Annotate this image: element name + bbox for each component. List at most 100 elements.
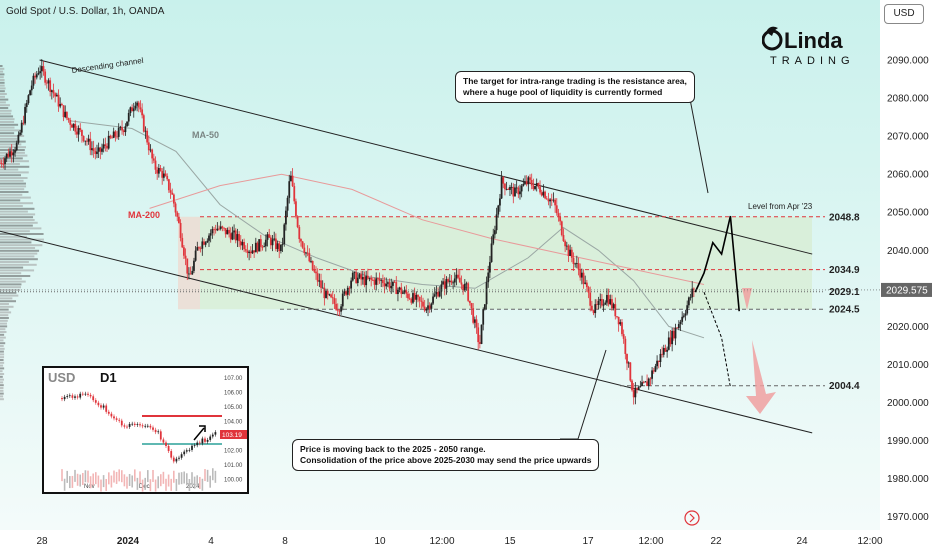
inset-candle-body <box>206 439 209 442</box>
price-tick-label: 2060.000 <box>887 170 929 181</box>
volume-profile-bar <box>0 135 25 137</box>
inset-volume-bar <box>95 472 97 485</box>
inset-candle-body <box>185 450 188 452</box>
candle-body <box>534 186 536 190</box>
candle-body <box>557 213 560 217</box>
candle-body <box>184 255 187 259</box>
candle-body <box>599 298 602 302</box>
candle-body <box>326 290 329 295</box>
volume-profile-bar <box>0 230 30 233</box>
candle-body <box>112 131 115 138</box>
channel-lower-line <box>0 230 813 434</box>
candle-body <box>674 327 677 339</box>
candle-body <box>350 280 353 289</box>
time-tick-label: 12:00 <box>857 536 882 547</box>
candle-body <box>656 360 658 367</box>
price-tick-label: 2080.000 <box>887 94 929 105</box>
volume-profile-bar <box>0 241 32 244</box>
volume-profile-bar <box>0 182 26 185</box>
volume-profile-bar <box>0 398 4 401</box>
candle-body <box>261 246 264 248</box>
candle-body <box>390 285 393 289</box>
candle-body <box>343 291 346 294</box>
candle-body <box>477 327 480 343</box>
candle-body <box>380 279 383 281</box>
candle-body <box>338 310 341 312</box>
volume-profile-bar <box>0 289 21 291</box>
volume-profile-bar <box>0 191 29 193</box>
candle-body <box>537 183 540 187</box>
volume-profile-bar <box>0 188 25 191</box>
candle-body <box>248 251 251 254</box>
volume-profile-bar <box>0 210 28 213</box>
inset-candle-body <box>204 438 206 442</box>
candle-body <box>226 229 229 235</box>
volume-profile-bar <box>0 384 4 387</box>
candle-body <box>151 149 154 159</box>
ma50-label: MA-50 <box>192 130 219 140</box>
candle-body <box>176 212 179 217</box>
inset-candle-body <box>198 442 201 444</box>
candle-body <box>251 250 254 254</box>
candle-body <box>221 226 224 228</box>
price-note-line2: Consolidation of the price above 2025-20… <box>300 455 592 465</box>
inset-volume-bar <box>147 470 149 483</box>
inset-volume-bar <box>139 471 141 484</box>
inset-volume-bar <box>121 470 123 483</box>
time-tick-label: 24 <box>796 536 808 547</box>
candle-body <box>335 303 337 310</box>
candle-body <box>612 304 615 309</box>
inset-volume-bar <box>102 475 105 488</box>
candle-body <box>475 319 478 328</box>
inset-candle-body <box>149 425 152 428</box>
candle-body <box>65 111 68 119</box>
candle-body <box>544 191 546 199</box>
candle-body <box>296 216 299 228</box>
time-tick-label: 15 <box>504 536 516 547</box>
candle-body <box>269 237 272 246</box>
candle-body <box>295 201 297 217</box>
volume-profile-bar <box>0 104 10 107</box>
candle-body <box>249 251 252 254</box>
candle-body <box>72 123 75 128</box>
inset-volume-bar <box>89 476 92 489</box>
ma200-label: MA-200 <box>128 210 160 220</box>
volume-profile-bar <box>0 84 5 87</box>
volume-profile-bar <box>0 255 35 258</box>
candle-body <box>549 199 551 202</box>
volume-profile-bar <box>0 261 29 263</box>
projection-down-path <box>703 291 731 388</box>
candle-body <box>136 102 139 106</box>
volume-profile-bar <box>0 118 15 121</box>
candle-body <box>20 122 23 133</box>
currency-button[interactable]: USD <box>884 4 924 24</box>
volume-profile-bar <box>0 137 18 140</box>
volume-profile-bar <box>0 235 27 238</box>
inset-volume-bar <box>100 479 102 492</box>
candle-body <box>465 283 468 285</box>
price-tick-label: 2090.000 <box>887 56 929 67</box>
volume-profile-bar <box>0 249 40 252</box>
time-tick-label: 22 <box>710 536 722 547</box>
candle-body <box>671 330 674 345</box>
volume-profile-bar <box>0 221 38 224</box>
candle-body <box>119 127 122 128</box>
inset-volume-bar <box>191 472 193 485</box>
volume-profile-bar <box>0 322 7 325</box>
candle-body <box>336 309 339 311</box>
candle-body <box>607 294 610 305</box>
candle-body <box>473 319 476 323</box>
candle-body <box>213 228 215 230</box>
inset-candle-body <box>188 449 191 451</box>
candle-body <box>216 228 219 231</box>
candle-body <box>204 242 207 245</box>
inset-symbol: USD <box>48 370 75 385</box>
inset-time-tick: Nov <box>84 484 95 490</box>
volume-profile-bar <box>0 227 42 230</box>
volume-profile-bar <box>0 174 21 177</box>
candle-body <box>191 270 194 275</box>
inset-volume-bar <box>214 470 217 483</box>
candle-body <box>631 380 633 391</box>
time-axis-panel <box>0 530 880 550</box>
usd-index-inset: USDD1107.00106.00105.00104.00103.00102.0… <box>42 366 249 494</box>
